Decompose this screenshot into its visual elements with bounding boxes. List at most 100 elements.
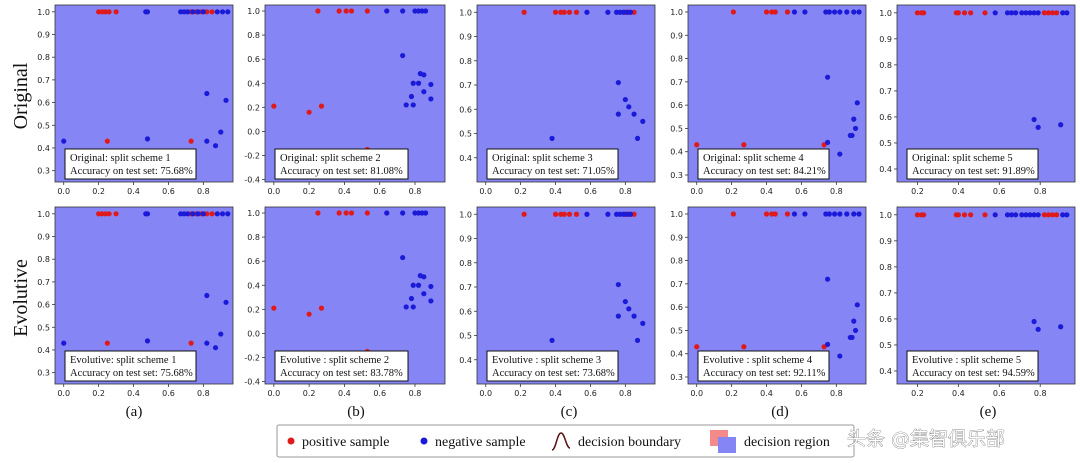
plot-frame [687, 4, 867, 183]
negative-sample-point [852, 327, 859, 334]
x-tick-label: 0.4 [127, 187, 140, 196]
negative-sample-point [185, 211, 191, 217]
column-label-a: (a) [126, 404, 143, 420]
positive-sample-point [306, 109, 312, 115]
negative-sample-point [1058, 122, 1064, 128]
positive-sample-point [348, 8, 355, 14]
negative-sample-point [1035, 212, 1041, 218]
x-tick-label: 0.8 [1034, 187, 1047, 196]
x-tick-label: 0.0 [479, 187, 492, 196]
positive-sample-point [343, 8, 349, 14]
negative-sample-point [856, 211, 862, 217]
legend-region-negative-swatch [718, 437, 736, 453]
legend: positive sample negative sample decision… [276, 424, 855, 458]
y-tick-label: 0.4 [247, 281, 260, 290]
x-tick-label: 0.2 [725, 389, 738, 398]
legend-region-label: decision region [744, 435, 830, 450]
positive-sample-point [188, 138, 194, 144]
row-label-evolutive: Evolutive [10, 259, 32, 337]
y-tick-label: 0.4 [670, 350, 683, 359]
negative-sample-point [584, 211, 590, 217]
panel-r2c5: 0.2 0.4 0.6 0.8 0.4 0.5 0.6 0.7 0.8 0.9 1.0 Evoluti… [879, 206, 1076, 398]
positive-sample-point [968, 212, 974, 218]
y-tick-label: 0.9 [459, 235, 472, 244]
x-tick-label: 0.0 [479, 389, 492, 398]
negative-sample-point [802, 9, 808, 15]
x-tick-label: 0.6 [795, 187, 808, 196]
x-tick-label: 0.8 [619, 187, 632, 196]
caption-split-scheme: Evolutive : split scheme 2 [280, 355, 389, 366]
caption-split-scheme: Original: split scheme 1 [70, 153, 171, 164]
negative-sample-point [384, 8, 390, 14]
column-label-c: (c) [561, 404, 578, 420]
positive-sample-point [741, 142, 747, 148]
y-tick-label: 0.4 [459, 356, 472, 365]
negative-sample-point [1058, 324, 1064, 330]
y-tick-label: 1.0 [459, 210, 472, 219]
negative-sample-point [549, 337, 555, 343]
y-tick-label: 0.9 [459, 33, 472, 42]
positive-sample-point [566, 9, 573, 15]
x-tick-label: 0.2 [92, 389, 105, 398]
negative-sample-point [1060, 212, 1066, 218]
negative-sample-point [605, 9, 611, 15]
negative-sample-point [204, 138, 210, 144]
negative-sample-point [1027, 10, 1033, 16]
column-label-d: (d) [771, 404, 789, 420]
legend-negative-marker [420, 437, 428, 445]
y-tick-label: 0.7 [37, 76, 50, 85]
y-tick-label: 0.4 [670, 148, 683, 157]
y-tick-label: 0.6 [247, 257, 260, 266]
caption-split-scheme: Evolutive: split scheme 1 [70, 355, 176, 366]
negative-sample-point [634, 337, 641, 343]
positive-sample-point [1041, 212, 1047, 218]
x-tick-label: 0.0 [690, 389, 703, 398]
caption-split-scheme: Evolutive : split scheme 3 [492, 355, 601, 366]
negative-sample-point [400, 254, 406, 261]
negative-sample-point [410, 304, 416, 310]
y-tick-label: 0.5 [670, 326, 683, 335]
positive-sample-point [968, 10, 974, 16]
negative-sample-point [615, 79, 621, 86]
panel-r1c1: 0.0 0.2 0.4 0.6 0.8 0.3 0.4 0.5 0.6 0.7 0.8 0.9 1.0 O… [37, 4, 234, 196]
y-tick-label: 0.4 [879, 165, 892, 174]
y-tick-label: 0.6 [879, 315, 892, 324]
column-label-e: (e) [980, 404, 997, 420]
y-tick-label: 0.3 [37, 167, 50, 176]
y-tick-label: 1.0 [37, 210, 50, 219]
negative-sample-point [852, 125, 859, 132]
positive-sample-point [364, 8, 370, 14]
plot-frame [896, 4, 1076, 183]
negative-sample-point [1035, 10, 1041, 16]
negative-sample-point [408, 295, 415, 302]
negative-sample-point [61, 340, 67, 346]
x-tick-label: 0.0 [57, 389, 70, 398]
positive-sample-point [982, 10, 988, 16]
negative-sample-point [144, 136, 151, 142]
x-tick-label: 0.2 [911, 187, 924, 196]
y-tick-label: 0.7 [879, 87, 892, 96]
negative-sample-point [837, 151, 843, 157]
y-tick-label: 0.7 [670, 280, 683, 289]
negative-sample-point [195, 9, 201, 15]
negative-sample-point [190, 9, 196, 15]
y-tick-label: 0.9 [879, 237, 892, 246]
negative-sample-point [428, 298, 434, 304]
x-tick-label: 0.6 [993, 389, 1006, 398]
negative-sample-point [627, 211, 634, 217]
y-tick-label: 0.8 [37, 255, 50, 264]
caption-accuracy: Accuracy on test set: 91.89% [912, 166, 1035, 177]
caption-accuracy: Accuracy on test set: 71.05% [492, 166, 615, 177]
negative-sample-point [410, 102, 416, 108]
positive-sample-point [955, 10, 961, 16]
caption-accuracy: Accuracy on test set: 75.68% [70, 166, 193, 177]
positive-sample-point [1053, 212, 1060, 218]
x-tick-label: 0.6 [584, 389, 597, 398]
legend-negative-label: negative sample [435, 435, 526, 450]
plot-frame [476, 4, 656, 183]
y-tick-label: 0.6 [670, 303, 683, 312]
plot-frame [54, 206, 234, 385]
caption-box [697, 350, 830, 382]
y-tick-label: 0.8 [247, 233, 260, 242]
negative-sample-point [214, 211, 220, 217]
